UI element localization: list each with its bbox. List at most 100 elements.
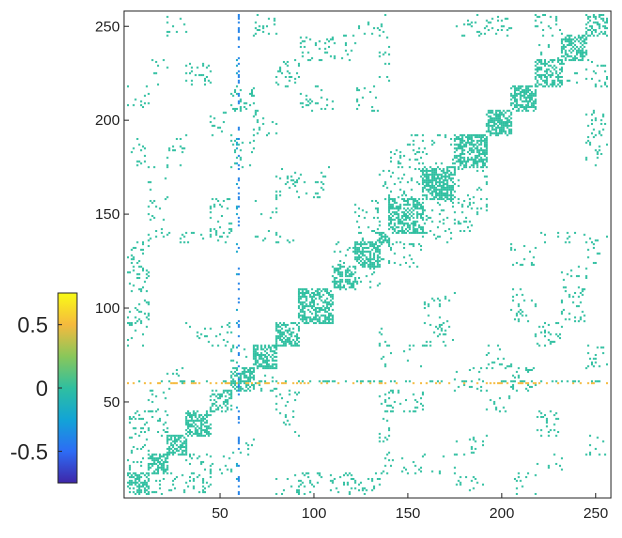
heatmap-cell (127, 485, 129, 488)
heatmap-cell (132, 481, 135, 484)
heatmap-cell (551, 66, 554, 69)
heatmap-cell (502, 113, 505, 116)
heatmap-cell (529, 96, 531, 99)
heatmap-cell (457, 220, 460, 223)
heatmap-cell (450, 188, 453, 191)
heatmap-cell (326, 290, 329, 293)
heatmap-cell (504, 367, 507, 370)
heatmap-cell (209, 483, 212, 486)
heatmap-cell (555, 15, 558, 18)
heatmap-cell (207, 431, 210, 433)
heatmap-cell (412, 224, 415, 227)
heatmap-cell (303, 181, 306, 184)
heatmap-cell (600, 134, 603, 137)
heatmap-cell (314, 293, 317, 296)
heatmap-cell (497, 121, 500, 124)
heatmap-cell (530, 85, 533, 88)
heatmap-cell (470, 479, 473, 482)
heatmap-cell (168, 453, 171, 456)
heatmap-cell (311, 299, 314, 302)
heatmap-cell (480, 134, 483, 137)
heatmap-cell (277, 331, 280, 334)
heatmap-cell (448, 382, 451, 385)
heatmap-cell (179, 444, 182, 447)
heatmap-cell (497, 113, 500, 116)
heatmap-cell (324, 316, 327, 319)
heatmap-cell (405, 228, 407, 231)
heatmap-cell (388, 201, 391, 204)
heatmap-cell (237, 79, 240, 82)
heatmap-cell (391, 391, 394, 394)
heatmap-cell (348, 275, 351, 278)
heatmap-cell (358, 104, 361, 107)
heatmap-cell (275, 352, 278, 355)
heatmap-cell (297, 297, 300, 300)
heatmap-cell (205, 416, 208, 418)
heatmap-cell (388, 260, 391, 263)
heatmap-cell (555, 17, 558, 20)
heatmap-cell (572, 49, 575, 52)
heatmap-cell (326, 382, 329, 385)
heatmap-cell (559, 29, 562, 32)
heatmap-cell (132, 104, 135, 107)
heatmap-cell (341, 275, 344, 278)
heatmap-cell (408, 203, 411, 206)
heatmap-cell (158, 453, 161, 456)
heatmap-cell (523, 106, 526, 109)
heatmap-cell (453, 472, 456, 475)
heatmap-cell (187, 427, 190, 430)
heatmap-cell (373, 258, 376, 261)
heatmap-cell (459, 145, 462, 148)
heatmap-cell (194, 423, 197, 426)
heatmap-cell (237, 288, 240, 291)
heatmap-cell (421, 183, 424, 186)
heatmap-cell (130, 323, 133, 326)
heatmap-cell (288, 389, 291, 392)
heatmap-cell (545, 419, 548, 422)
heatmap-cell (536, 25, 539, 28)
heatmap-cell (474, 136, 477, 139)
heatmap-cell (414, 406, 417, 409)
heatmap-cell (389, 198, 392, 201)
heatmap-cell (166, 451, 169, 454)
heatmap-cell (453, 134, 456, 137)
heatmap-cell (491, 117, 494, 120)
heatmap-cell (450, 194, 453, 197)
heatmap-cell (252, 115, 255, 118)
heatmap-cell (329, 479, 332, 482)
heatmap-cell (361, 252, 364, 255)
heatmap-cell (547, 60, 550, 63)
heatmap-cell (155, 205, 158, 208)
heatmap-cell (384, 393, 387, 396)
heatmap-cell (483, 164, 486, 167)
heatmap-cell (544, 70, 546, 73)
heatmap-cell (307, 51, 310, 54)
heatmap-cell (560, 62, 563, 65)
heatmap-cell (397, 160, 400, 163)
heatmap-cell (431, 179, 434, 182)
heatmap-cell (376, 231, 379, 234)
heatmap-cell (566, 231, 569, 234)
heatmap-cell (438, 184, 441, 187)
heatmap-cell (130, 449, 133, 452)
heatmap-cell (530, 299, 533, 302)
heatmap-cell (147, 303, 150, 306)
heatmap-cell (305, 320, 308, 323)
heatmap-cell (331, 481, 334, 484)
heatmap-cell (542, 325, 545, 328)
heatmap-cell (258, 128, 261, 131)
heatmap-cell (388, 429, 391, 432)
heatmap-cell (354, 211, 357, 214)
heatmap-cell (378, 245, 381, 248)
heatmap-cell (585, 77, 588, 80)
heatmap-cell (312, 301, 315, 304)
heatmap-cell (388, 261, 391, 264)
heatmap-cell (250, 151, 253, 154)
heatmap-cell (286, 331, 289, 334)
heatmap-cell (468, 149, 471, 152)
heatmap-cell (510, 102, 513, 105)
heatmap-cell (337, 271, 340, 274)
heatmap-cell (254, 348, 257, 351)
heatmap-cell (590, 361, 593, 364)
heatmap-cell (468, 220, 471, 223)
